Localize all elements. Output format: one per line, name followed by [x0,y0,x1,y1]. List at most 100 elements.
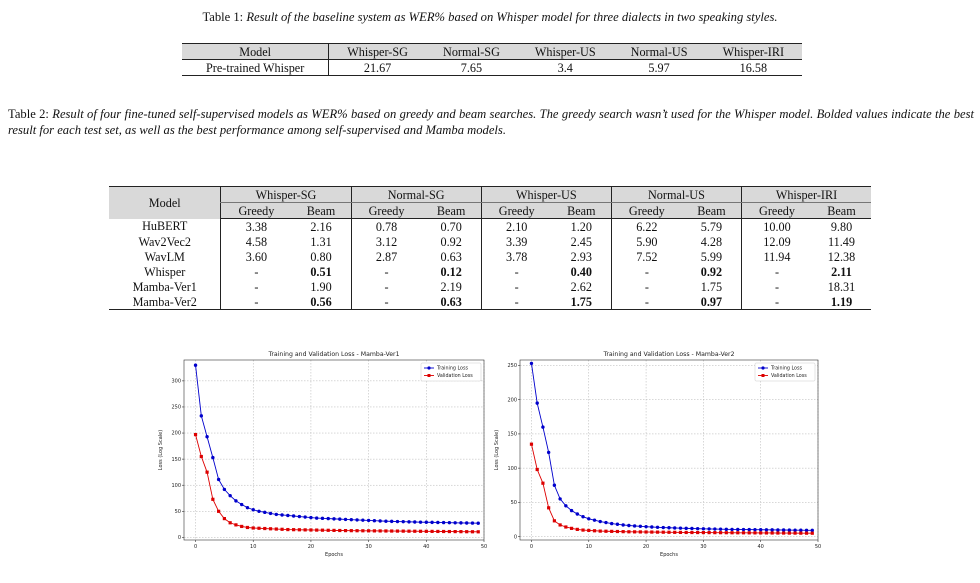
legend-label: Training Loss [436,366,468,372]
table-row: Pre-trained Whisper 21.67 7.65 3.4 5.97 … [182,59,802,76]
table-subheader-row: Greedy Beam Greedy Beam Greedy Beam Greedy Beam… [109,202,871,219]
data-point [547,506,551,510]
data-point [678,526,683,530]
data-point [343,517,348,522]
y-tick-label: 100 [171,483,181,489]
data-point [695,526,700,531]
data-point [268,511,273,516]
y-tick-label: 50 [175,509,181,515]
table-cell: 0.80 [310,249,332,264]
x-tick-label: 50 [481,544,487,550]
data-point [459,521,463,525]
data-point [280,513,284,517]
table-cell: 0.97 [700,294,723,309]
table-cell: 7.65 [460,60,483,75]
legend-marker [427,366,431,370]
model-name-cell: HuBERT [142,219,188,234]
data-point [222,517,226,521]
subcolumn-header: Beam [681,202,742,219]
table-row: WavLM 3.60 0.80 2.87 0.63 3.78 2.93 7.52 5.99 11.… [109,249,871,264]
data-point [361,529,365,533]
table-cell: 1.31 [310,234,332,249]
data-point [598,519,602,524]
data-point [724,531,728,535]
data-point [581,528,585,532]
data-point [707,531,711,535]
x-axis-label: Epochs [325,552,343,558]
data-point [470,530,475,534]
data-point [713,527,717,531]
data-point [465,530,469,534]
data-point [541,425,545,429]
table-cell: 4.28 [700,234,723,249]
y-tick-label: 250 [171,405,181,411]
legend-box [420,362,482,382]
subcolumn-header: Beam [291,202,352,219]
data-point [217,509,221,513]
table-cell: 5.90 [610,234,682,249]
data-point [216,477,221,482]
data-point [234,499,238,503]
data-point [251,526,255,530]
table-cell: 5.99 [700,249,723,264]
subcolumn-header: Beam [811,202,871,219]
column-header: Model [182,43,330,60]
data-point [464,521,469,525]
data-point [453,521,457,525]
table-cell: 16.58 [739,60,768,75]
data-point [615,529,620,534]
data-point [799,528,803,532]
data-point [384,529,388,533]
table-cell: 0.92 [700,264,723,279]
data-point [292,528,296,532]
table-cell: - [740,264,812,279]
table-row: Mamba-Ver2 - 0.56 - 0.63 - 1.75 - 0.97 - 1.19 [109,294,871,310]
data-point [741,527,746,532]
subcolumn-header: Greedy [740,202,812,219]
table-cell: 3.12 [350,234,422,249]
data-point [407,520,411,524]
data-point [529,442,534,446]
data-point [424,529,428,533]
data-point [587,528,591,533]
data-point [718,531,723,535]
data-point [395,529,400,533]
data-point [199,454,203,459]
data-point [222,487,227,492]
data-point [418,529,423,533]
table-cell: - [610,279,682,294]
data-point [436,520,440,525]
data-point [349,517,354,522]
data-point [529,361,534,366]
y-tick-label: 200 [171,431,181,437]
table-cell: 1.75 [570,294,592,309]
data-point [667,526,671,530]
group-header: Normal-SG [350,186,482,203]
table-cell: 3.39 [480,234,552,249]
table-cell: 0.40 [570,264,592,279]
table-cell: - [610,294,682,310]
table1-caption: Table 1: Result of the baseline system a… [0,9,980,25]
column-header: Whisper-SG [328,43,426,60]
chart-title: Training and Validation Loss - Mamba-Ver… [602,351,734,358]
model-column-header: Model [148,195,181,210]
plot-frame [519,359,819,541]
column-header: Whisper-IRI [704,43,802,60]
x-tick-label: 30 [700,544,706,550]
model-name-cell: Mamba-Ver2 [132,294,197,309]
table-cell: 3.78 [480,249,552,264]
loss-chart-mamba-ver1: Training and Validation Loss - Mamba-Ver… [158,351,487,558]
data-point [569,526,574,530]
data-point [447,520,452,525]
data-point [764,528,769,532]
legend-marker [761,374,765,377]
group-header: Normal-US [610,186,742,203]
table-row: HuBERT 3.38 2.16 0.78 0.70 2.10 1.20 6.22 5.79 10… [109,218,871,234]
table-cell: 12.38 [827,249,856,264]
table-cell: - [350,264,422,279]
data-point [332,517,336,521]
table1-caption-label: Table 1: [202,10,244,24]
table-cell: 0.63 [440,249,462,264]
data-point [263,510,267,515]
x-tick-label: 0 [530,544,533,550]
